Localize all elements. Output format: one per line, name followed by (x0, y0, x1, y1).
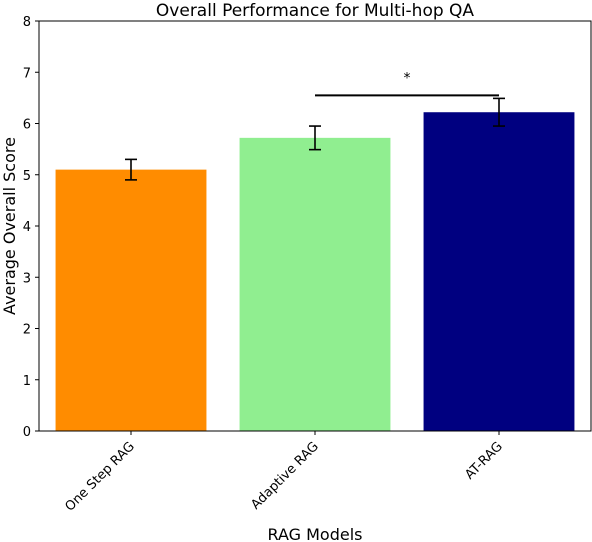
significance-marker: * (404, 70, 411, 86)
y-tick-label: 6 (23, 118, 31, 133)
y-axis-label: Average Overall Score (0, 137, 19, 315)
y-tick-label: 4 (23, 220, 31, 235)
bar-adaptive-rag (239, 137, 391, 431)
x-tick-label: AT-RAG (462, 439, 506, 483)
y-tick-label: 8 (23, 15, 31, 30)
y-tick-label: 0 (23, 425, 31, 440)
error-bars-group (125, 97, 505, 181)
y-tick-label: 3 (23, 271, 31, 286)
bars-group (55, 112, 575, 431)
x-tick-label: Adaptive RAG (248, 439, 321, 512)
y-tick-label: 7 (23, 66, 31, 81)
x-tick-label: One Step RAG (62, 439, 137, 514)
bar-one-step-rag (55, 169, 207, 431)
x-axis: One Step RAG Adaptive RAG AT-RAG (62, 431, 506, 515)
y-tick-label: 2 (23, 323, 31, 338)
y-tick-label: 5 (23, 169, 31, 184)
chart-title: Overall Performance for Multi-hop QA (156, 1, 475, 21)
x-axis-label: RAG Models (268, 525, 363, 542)
y-axis: 0 1 2 3 4 5 6 7 8 (23, 15, 39, 440)
bar-at-rag (423, 112, 575, 431)
significance-group: * (315, 70, 499, 97)
y-tick-label: 1 (23, 374, 31, 389)
